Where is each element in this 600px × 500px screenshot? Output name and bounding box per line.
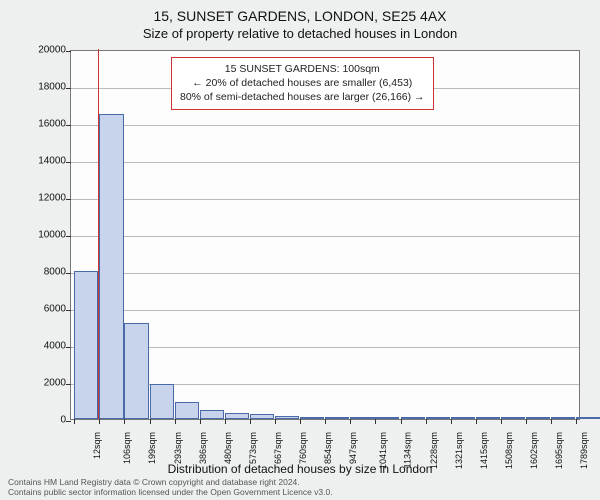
footer-line-1: Contains HM Land Registry data © Crown c… (8, 477, 333, 487)
ytick-label: 0 (60, 415, 66, 426)
xtick-mark (175, 419, 176, 424)
page-title: 15, SUNSET GARDENS, LONDON, SE25 4AX (0, 8, 600, 24)
xtick-mark (401, 419, 402, 424)
xtick-mark (451, 419, 452, 424)
xtick-label: 947sqm (348, 432, 358, 464)
callout-line-2: ← 20% of detached houses are smaller (6,… (180, 76, 425, 90)
page-subtitle: Size of property relative to detached ho… (0, 26, 600, 41)
histogram-bar (551, 417, 575, 419)
xtick-mark (526, 419, 527, 424)
ytick-label: 4000 (44, 341, 66, 352)
histogram-bar (124, 323, 148, 419)
histogram-bar (401, 417, 425, 419)
histogram-bar (451, 417, 475, 419)
histogram-bar (175, 402, 199, 419)
histogram-bar (200, 410, 224, 419)
chart-plot-area: 15 SUNSET GARDENS: 100sqm ← 20% of detac… (70, 50, 580, 420)
ytick-label: 10000 (38, 230, 66, 241)
xtick-mark (551, 419, 552, 424)
ytick-label: 16000 (38, 119, 66, 130)
xtick-label: 480sqm (223, 432, 233, 464)
x-axis-label: Distribution of detached houses by size … (0, 462, 600, 476)
xtick-mark (124, 419, 125, 424)
ytick-label: 14000 (38, 156, 66, 167)
xtick-label: 760sqm (298, 432, 308, 464)
ytick-label: 12000 (38, 193, 66, 204)
histogram-bar (576, 417, 600, 419)
xtick-label: 386sqm (198, 432, 208, 464)
histogram-bar (501, 417, 525, 419)
histogram-bar (275, 416, 299, 419)
xtick-label: 293sqm (173, 432, 183, 464)
xtick-mark (275, 419, 276, 424)
xtick-label: 12sqm (92, 432, 102, 459)
xtick-mark (150, 419, 151, 424)
xtick-mark (576, 419, 577, 424)
ytick-label: 6000 (44, 304, 66, 315)
property-indicator-line (98, 49, 100, 419)
histogram-bar (426, 417, 450, 419)
xtick-mark (225, 419, 226, 424)
histogram-bar (150, 384, 174, 419)
xtick-label: 667sqm (273, 432, 283, 464)
xtick-label: 199sqm (147, 432, 157, 464)
ytick-label: 2000 (44, 378, 66, 389)
footer-attribution: Contains HM Land Registry data © Crown c… (8, 477, 333, 497)
histogram-bar (375, 417, 399, 419)
xtick-mark (74, 419, 75, 424)
histogram-bar (99, 114, 123, 419)
xtick-mark (99, 419, 100, 424)
histogram-bar (300, 417, 324, 419)
xtick-mark (200, 419, 201, 424)
xtick-label: 106sqm (122, 432, 132, 464)
xtick-mark (375, 419, 376, 424)
ytick-label: 18000 (38, 82, 66, 93)
histogram-bar (250, 414, 274, 419)
footer-line-2: Contains public sector information licen… (8, 487, 333, 497)
callout-line-3: 80% of semi-detached houses are larger (… (180, 90, 425, 104)
callout-line-1: 15 SUNSET GARDENS: 100sqm (180, 62, 425, 76)
ytick-mark (66, 421, 71, 422)
xtick-mark (300, 419, 301, 424)
xtick-label: 573sqm (248, 432, 258, 464)
property-callout: 15 SUNSET GARDENS: 100sqm ← 20% of detac… (171, 57, 434, 110)
histogram-bar (325, 417, 349, 419)
histogram-bar (350, 417, 374, 419)
xtick-mark (476, 419, 477, 424)
xtick-label: 854sqm (323, 432, 333, 464)
histogram-bar (526, 417, 550, 419)
xtick-mark (250, 419, 251, 424)
histogram-bar (74, 271, 98, 419)
xtick-mark (350, 419, 351, 424)
histogram-bar (225, 413, 249, 419)
xtick-mark (426, 419, 427, 424)
xtick-mark (325, 419, 326, 424)
histogram-bar (476, 417, 500, 419)
ytick-label: 20000 (38, 45, 66, 56)
ytick-label: 8000 (44, 267, 66, 278)
xtick-mark (501, 419, 502, 424)
